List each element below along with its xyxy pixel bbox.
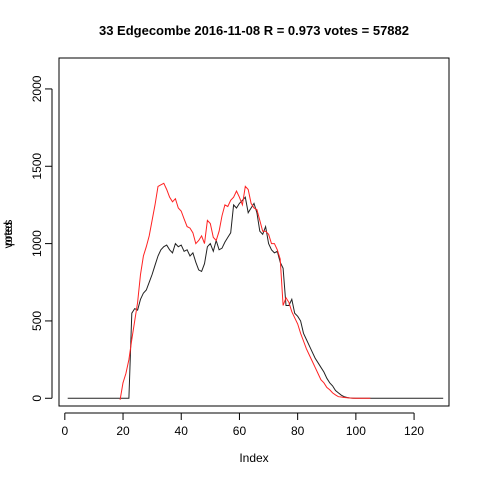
- y-tick-label: 0: [30, 395, 44, 402]
- y-tick-label: 1500: [30, 153, 44, 180]
- y-tick-label: 2000: [30, 75, 44, 102]
- x-tick-label: 80: [291, 424, 305, 438]
- x-axis-label: Index: [239, 451, 268, 465]
- y-tick-label: 500: [30, 311, 44, 331]
- y-axis-label-pred: pred: [1, 222, 15, 246]
- x-tick-label: 40: [175, 424, 189, 438]
- series-line-votes: [67, 196, 444, 399]
- y-tick-label: 1000: [30, 230, 44, 257]
- series-layer: [67, 182, 444, 400]
- plot-area-frame: [58, 57, 450, 407]
- chart-title: 33 Edgecombe 2016-11-08 R = 0.973 votes …: [99, 23, 409, 38]
- x-tick-label: 20: [116, 424, 130, 438]
- y-axis-label-votes: votes: [1, 220, 15, 249]
- y-axis: 0 500 1000 1500 2000: [30, 75, 53, 402]
- x-tick-label: 60: [233, 424, 247, 438]
- x-axis: 0 20 40 60 80 100 120: [61, 412, 424, 438]
- x-tick-label: 100: [346, 424, 366, 438]
- x-tick-label: 0: [61, 424, 68, 438]
- x-tick-label: 120: [404, 424, 424, 438]
- series-line-pred: [119, 182, 371, 400]
